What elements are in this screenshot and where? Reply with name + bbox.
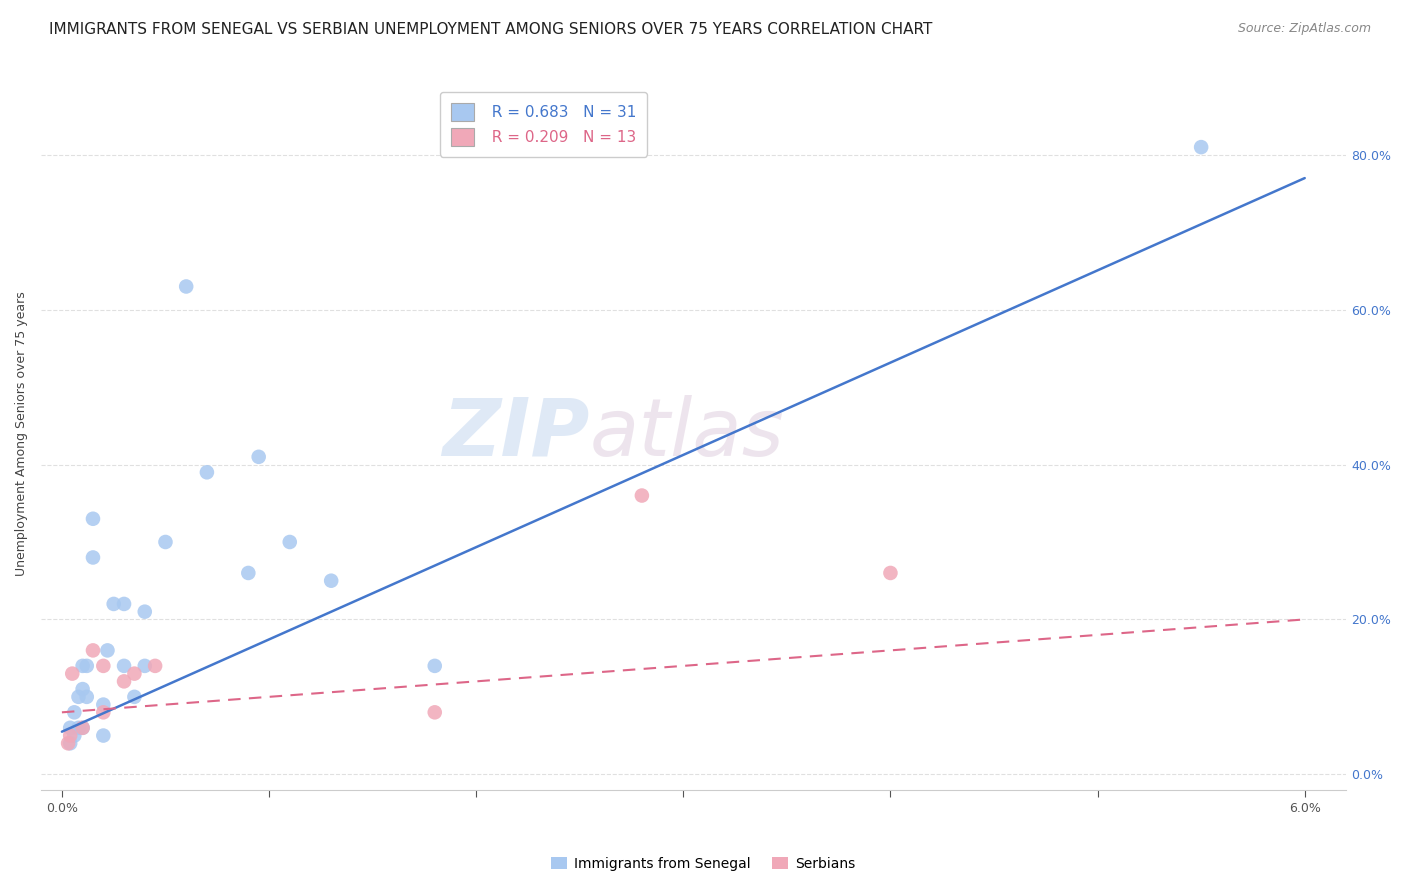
Point bbox=[96, 643, 118, 657]
Point bbox=[72, 721, 94, 735]
Point bbox=[631, 489, 654, 503]
Point bbox=[112, 658, 135, 673]
Point bbox=[76, 658, 98, 673]
Point bbox=[91, 706, 114, 720]
Point bbox=[103, 597, 125, 611]
Text: atlas: atlas bbox=[589, 394, 785, 473]
Point bbox=[423, 706, 446, 720]
Point bbox=[82, 550, 104, 565]
Point bbox=[278, 535, 301, 549]
Point bbox=[72, 658, 94, 673]
Point bbox=[63, 706, 86, 720]
Point bbox=[112, 674, 135, 689]
Legend: Immigrants from Senegal, Serbians: Immigrants from Senegal, Serbians bbox=[546, 851, 860, 876]
Point bbox=[82, 643, 104, 657]
Point bbox=[72, 682, 94, 697]
Point bbox=[76, 690, 98, 704]
Point bbox=[72, 721, 94, 735]
Point bbox=[879, 566, 901, 580]
Point bbox=[59, 721, 82, 735]
Point bbox=[67, 721, 90, 735]
Point bbox=[91, 729, 114, 743]
Point bbox=[134, 658, 156, 673]
Point bbox=[91, 698, 114, 712]
Text: Source: ZipAtlas.com: Source: ZipAtlas.com bbox=[1237, 22, 1371, 36]
Point bbox=[56, 736, 79, 750]
Text: IMMIGRANTS FROM SENEGAL VS SERBIAN UNEMPLOYMENT AMONG SENIORS OVER 75 YEARS CORR: IMMIGRANTS FROM SENEGAL VS SERBIAN UNEMP… bbox=[49, 22, 932, 37]
Legend:   R = 0.683   N = 31,   R = 0.209   N = 13: R = 0.683 N = 31, R = 0.209 N = 13 bbox=[440, 92, 647, 156]
Y-axis label: Unemployment Among Seniors over 75 years: Unemployment Among Seniors over 75 years bbox=[15, 291, 28, 576]
Point bbox=[124, 690, 146, 704]
Point bbox=[1189, 140, 1212, 154]
Point bbox=[247, 450, 270, 464]
Point bbox=[82, 512, 104, 526]
Point bbox=[67, 690, 90, 704]
Point bbox=[112, 597, 135, 611]
Point bbox=[195, 465, 218, 479]
Point bbox=[60, 666, 83, 681]
Point bbox=[238, 566, 260, 580]
Point bbox=[59, 729, 82, 743]
Point bbox=[155, 535, 177, 549]
Point bbox=[124, 666, 146, 681]
Point bbox=[423, 658, 446, 673]
Point bbox=[59, 736, 82, 750]
Text: ZIP: ZIP bbox=[441, 394, 589, 473]
Point bbox=[134, 605, 156, 619]
Point bbox=[63, 729, 86, 743]
Point bbox=[174, 279, 197, 293]
Point bbox=[143, 658, 166, 673]
Point bbox=[321, 574, 343, 588]
Point bbox=[91, 658, 114, 673]
